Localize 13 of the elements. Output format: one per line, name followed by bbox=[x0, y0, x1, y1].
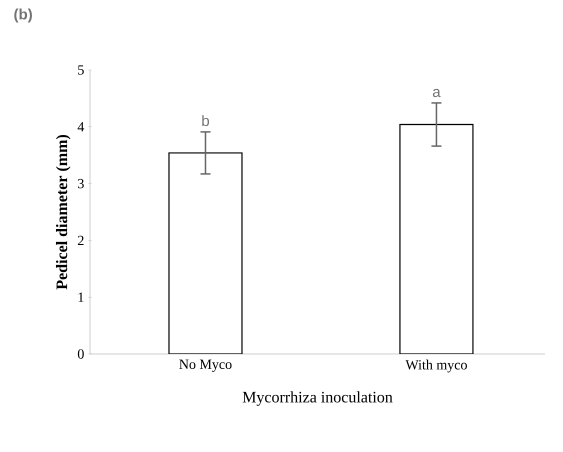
y-tick-label: 3 bbox=[78, 178, 84, 188]
y-tick-label: 1 bbox=[78, 292, 84, 302]
y-axis-title: Pedicel diameter (mm) bbox=[56, 134, 70, 290]
y-tick-label: 4 bbox=[78, 122, 84, 132]
x-tick-label: No Myco bbox=[179, 360, 232, 372]
chart-title: (b) bbox=[14, 8, 32, 22]
x-axis-title: Mycorrhiza inoculation bbox=[242, 391, 393, 406]
y-tick-label: 2 bbox=[78, 236, 84, 246]
y-tick-label: 0 bbox=[78, 349, 84, 359]
annotation: b bbox=[202, 115, 210, 126]
y-tick-label: 5 bbox=[78, 65, 84, 75]
x-tick-label: With myco bbox=[405, 360, 467, 372]
annotation: a bbox=[432, 88, 441, 98]
